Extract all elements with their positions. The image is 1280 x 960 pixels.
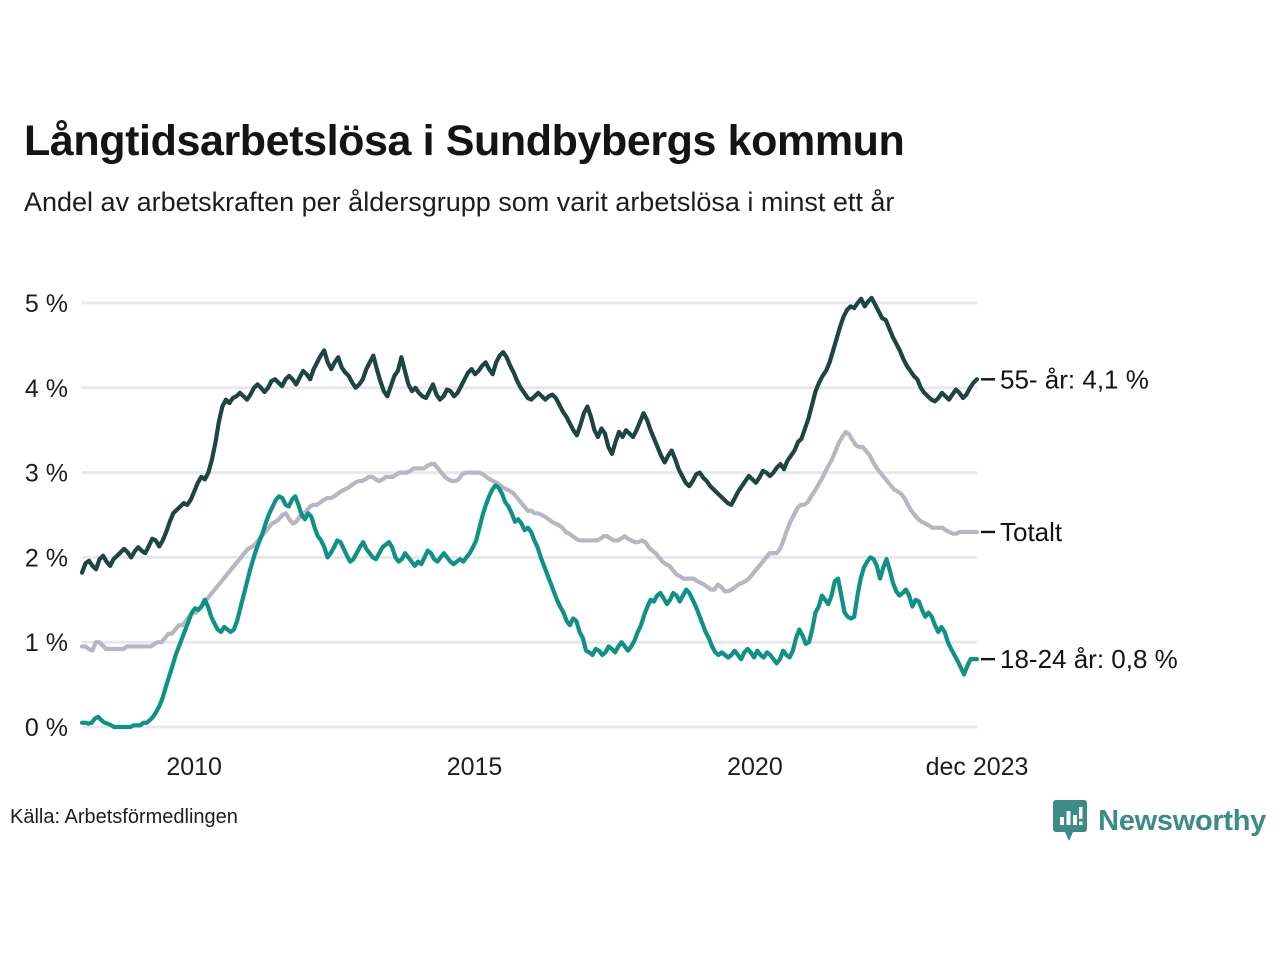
series-line bbox=[79, 295, 980, 575]
logo-wordmark: Newsworthy bbox=[1098, 804, 1266, 837]
line-chart-svg: 0 %1 %2 %3 %4 %5 % 2010 2015 2020 dec 2023 … bbox=[25, 290, 1178, 781]
y-axis-tick-label: 5 % bbox=[25, 290, 68, 318]
source-note: Källa: Arbetsförmedlingen bbox=[10, 806, 238, 828]
x-axis-tick-label: 2010 bbox=[166, 753, 222, 781]
newsworthy-bars-bubble-icon bbox=[1053, 800, 1088, 841]
series-line bbox=[79, 483, 980, 730]
series-label: Totalt bbox=[1000, 517, 1063, 547]
chart-plot-area: 0 % 1 % 2 % 3 % 4 % 5 % 2010 2015 2020 dec 2023 … bbox=[0, 270, 1280, 790]
gridlines-group bbox=[82, 301, 977, 729]
series-line bbox=[79, 429, 980, 653]
x-axis-labels-group: 2010 2015 2020 dec 2023 bbox=[166, 753, 1028, 781]
series-label: 18-24 år: 0,8 % bbox=[1000, 644, 1178, 674]
series-label: 55- år: 4,1 % bbox=[1000, 364, 1149, 394]
page-title: Långtidsarbetslösa i Sundbybergs kommun bbox=[24, 117, 905, 165]
y-axis-labels-group: 0 % 1 % 2 % 3 % 4 % 5 % bbox=[25, 290, 68, 742]
x-axis-tick-label: 2015 bbox=[447, 753, 503, 781]
chart-subtitle: Andel av arbetskraften per åldersgrupp s… bbox=[24, 187, 895, 218]
y-axis-tick-label: 0 % bbox=[25, 714, 68, 742]
series-labels-group: 55- år: 4,1 % Totalt 18-24 år: 0,8 % bbox=[981, 364, 1178, 674]
series-lines-group bbox=[79, 295, 980, 730]
x-axis-tick-label: dec 2023 bbox=[926, 753, 1029, 781]
y-axis-tick-label: 4 % bbox=[25, 375, 68, 403]
y-axis-tick-label: 2 % bbox=[25, 544, 68, 572]
x-axis-tick-label: 2020 bbox=[727, 753, 783, 781]
y-axis-tick-label: 1 % bbox=[25, 629, 68, 657]
chart-header: Långtidsarbetslösa i Sundbybergs kommun … bbox=[24, 117, 1256, 218]
newsworthy-logo: Newsworthy bbox=[1053, 798, 1266, 844]
y-axis-tick-label: 3 % bbox=[25, 460, 68, 488]
